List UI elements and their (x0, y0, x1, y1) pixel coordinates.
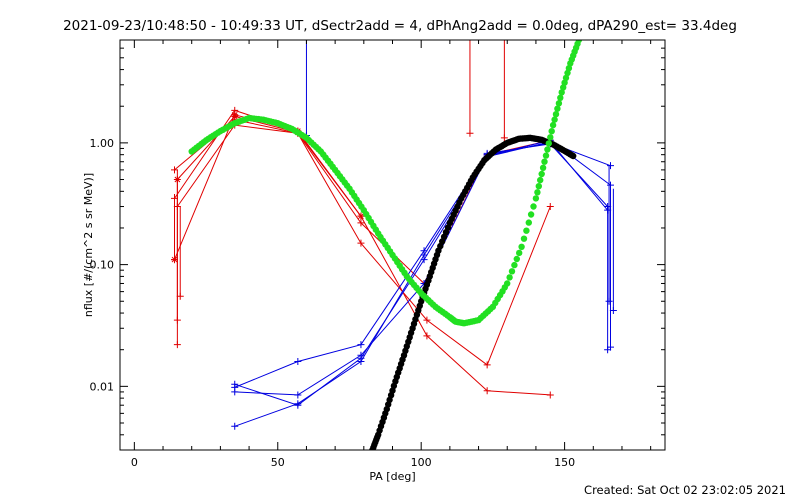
blue-data-point (294, 357, 302, 365)
green-fit-point (575, 40, 583, 44)
green-fit-point (530, 203, 537, 210)
green-fit-point (562, 74, 570, 82)
red-data-point (231, 112, 239, 120)
green-fit-point (547, 134, 554, 141)
green-fit-point (541, 158, 548, 165)
blue-data-point (420, 256, 428, 264)
blue-data-point (231, 422, 239, 430)
green-fit-point (511, 261, 518, 269)
x-tick-label: 100 (411, 456, 432, 469)
green-fit-point (513, 255, 520, 263)
green-fit-point (504, 280, 511, 287)
green-fit-point (516, 249, 523, 257)
blue-data-point (294, 391, 302, 399)
green-fit-point (518, 243, 525, 250)
green-fit-point (508, 268, 516, 275)
green-fit-point (564, 69, 571, 77)
red-data-point (423, 316, 431, 324)
red-series-line (177, 115, 362, 217)
green-fit-point (523, 227, 530, 234)
green-fit-point (542, 152, 550, 159)
blue-data-point (231, 380, 239, 388)
green-fit-point (560, 84, 567, 91)
green-fit-point (551, 116, 558, 123)
green-fit-point (558, 89, 565, 96)
red-data-point (483, 387, 491, 395)
green-fit-point (565, 65, 573, 72)
green-fit-point (548, 128, 555, 135)
green-fit-point (538, 170, 545, 178)
green-fit-point (539, 164, 547, 171)
green-fit-point (549, 121, 557, 129)
y-axis-label: nflux [#/(cm^2 s sr MeV)] (82, 173, 95, 317)
red-data-point (173, 316, 181, 324)
green-fit-point (527, 211, 535, 218)
green-fit-point (544, 146, 551, 153)
blue-series-line (234, 143, 608, 388)
green-fit-point (537, 176, 544, 184)
red-series-line (174, 119, 551, 366)
red-data-point (357, 212, 365, 220)
green-fit-point (545, 140, 552, 147)
red-data-point (546, 391, 554, 399)
blue-data-point (607, 162, 614, 170)
plot-area (171, 40, 617, 450)
red-data-point (171, 256, 178, 264)
blue-data-point (357, 341, 365, 349)
green-fit-point (532, 195, 540, 202)
x-tick-label: 50 (271, 456, 285, 469)
blue-data-point (609, 306, 617, 314)
blue-series-line (234, 139, 611, 396)
green-fit-point (525, 219, 532, 226)
red-series-line (174, 114, 298, 260)
red-data-point (173, 341, 181, 349)
green-fit-point (555, 100, 563, 107)
blue-data-point (605, 297, 613, 305)
y-tick-label: 0.01 (90, 380, 115, 393)
x-tick-label: 0 (131, 456, 138, 469)
blue-data-point (607, 343, 614, 351)
x-tick-label: 150 (554, 456, 575, 469)
red-data-point (357, 219, 365, 227)
red-data-point (546, 203, 554, 211)
green-fit-point (561, 79, 568, 86)
green-fit-point (554, 105, 561, 112)
red-data-point (423, 332, 431, 340)
green-fit-point (557, 94, 564, 102)
axes: 0 50 100 150 0.01 0.10 1.00 (90, 39, 666, 469)
y-tick-label: 0.10 (90, 259, 115, 272)
y-tick-label: 1.00 (90, 137, 115, 150)
created-timestamp: Created: Sat Oct 02 23:02:05 2021 (584, 483, 786, 497)
black-fit-point (570, 152, 577, 160)
green-fit-point (534, 189, 541, 196)
red-data-point (171, 166, 178, 174)
chart-title: 2021-09-23/10:48:50 - 10:49:33 UT, dSect… (63, 18, 737, 34)
x-axis-label: PA [deg] (369, 470, 415, 483)
red-data-point (500, 134, 508, 142)
green-fit-point (520, 235, 528, 242)
blue-data-point (420, 247, 428, 255)
red-data-point (483, 361, 491, 369)
green-fit-point (535, 183, 542, 190)
blue-data-point (357, 354, 365, 362)
red-data-point (357, 239, 365, 247)
blue-series-line (234, 141, 608, 406)
green-fit-point (552, 111, 560, 118)
blue-data-point (294, 401, 302, 409)
red-data-point (466, 129, 474, 137)
green-fit-point (506, 274, 513, 281)
red-data-point (176, 292, 184, 300)
